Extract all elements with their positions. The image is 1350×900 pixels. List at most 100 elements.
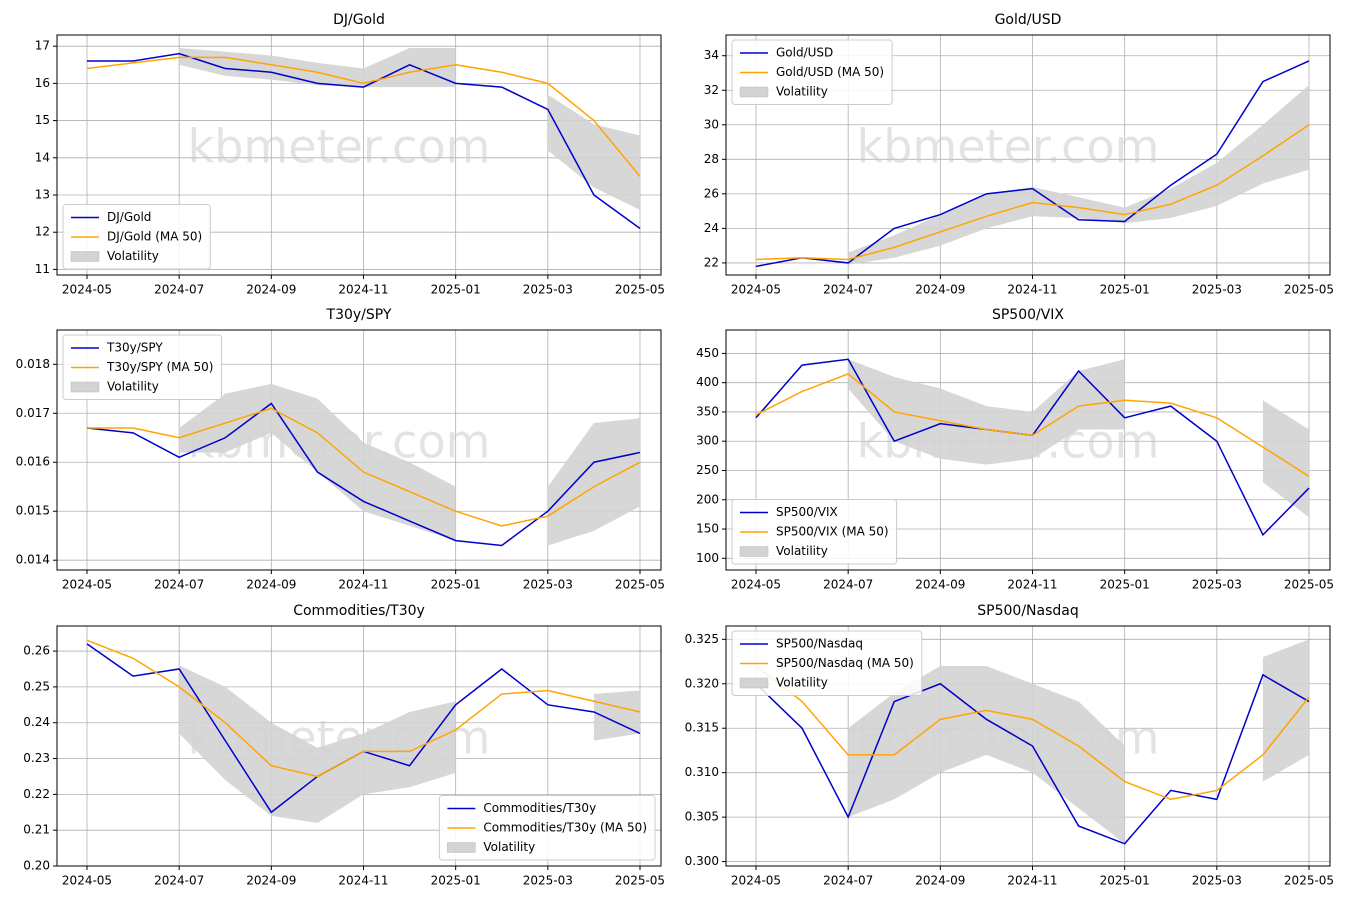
x-tick-label: 2024-09 (915, 578, 965, 592)
x-tick-label: 2024-05 (62, 283, 112, 297)
x-tick-label: 2024-07 (154, 283, 204, 297)
legend: Commodities/T30y Commodities/T30y (MA 50)… (438, 795, 656, 861)
legend-label: SP500/Nasdaq (776, 637, 863, 651)
x-tick-label: 2025-05 (615, 874, 665, 888)
y-tick-label: 0.305 (685, 810, 719, 824)
legend-box (438, 795, 656, 861)
x-tick-label: 2024-05 (731, 874, 781, 888)
volatility-band (547, 94, 640, 210)
chart-title: T30y/SPY (326, 307, 392, 323)
y-tick-label: 400 (696, 375, 719, 389)
legend-swatch (739, 86, 769, 98)
subplot: DJ/Gold 11 12 13 14 15 16 17 2024-05 2024-07 2024-… (35, 12, 665, 297)
y-tick-label: 0.014 (16, 553, 50, 567)
y-tick-label: 0.320 (685, 676, 719, 690)
series-line (755, 124, 1310, 261)
plot-frame (56, 329, 662, 571)
y-tick-label: 0.015 (16, 504, 50, 518)
legend-swatch (447, 842, 476, 853)
legend-swatch (739, 546, 769, 557)
x-tick-label: 2024-11 (1007, 578, 1057, 592)
legend-label: Gold/USD (MA 50) (776, 65, 884, 79)
x-tick-label: 2024-09 (915, 283, 965, 297)
x-tick-label: 2024-07 (154, 578, 204, 592)
x-tick-label: 2024-09 (915, 874, 965, 888)
legend-label: Volatility (776, 676, 828, 690)
y-tick-label: 450 (696, 346, 719, 360)
y-tick-label: 34 (704, 48, 719, 62)
x-tick-label: 2024-07 (823, 283, 873, 297)
y-tick-label: 0.310 (685, 765, 719, 779)
x-tick-label: 2024-05 (62, 578, 112, 592)
x-tick-label: 2024-11 (338, 283, 388, 297)
y-tick-label: 22 (704, 255, 719, 269)
y-tick-label: 0.018 (16, 357, 50, 371)
x-tick-label: 2025-01 (431, 874, 481, 888)
y-tick-label: 0.325 (685, 632, 719, 646)
volatility-band (1262, 400, 1309, 518)
legend-label: T30y/SPY (106, 341, 163, 355)
plot-frame (725, 625, 1331, 867)
x-tick-label: 2024-09 (246, 874, 296, 888)
y-tick-label: 0.24 (23, 715, 50, 729)
x-tick-label: 2025-03 (1192, 283, 1242, 297)
legend-label: T30y/SPY (MA 50) (106, 360, 214, 374)
y-tick-label: 300 (696, 434, 719, 448)
x-tick-label: 2024-11 (1007, 874, 1057, 888)
series-line (87, 407, 641, 527)
legend: DJ/Gold DJ/Gold (MA 50) Volatility (62, 204, 211, 270)
y-tick-label: 0.20 (23, 859, 50, 873)
chart-title: SP500/Nasdaq (977, 603, 1078, 619)
x-tick-label: 2025-03 (523, 578, 573, 592)
plot-frame (725, 329, 1331, 571)
x-tick-label: 2025-01 (1100, 283, 1150, 297)
plot-frame (56, 625, 662, 867)
y-tick-label: 0.21 (23, 823, 50, 837)
legend-swatch (70, 381, 100, 393)
y-tick-label: 15 (35, 113, 50, 127)
x-tick-label: 2025-05 (1284, 874, 1334, 888)
y-tick-label: 0.300 (685, 854, 719, 868)
y-tick-label: 0.315 (685, 721, 719, 735)
subplot: SP500/VIX 100 150 200 250 300 350 400 450 2024-05… (696, 307, 1334, 592)
y-tick-label: 0.26 (23, 644, 50, 658)
series-line (755, 665, 1310, 801)
x-tick-label: 2024-09 (246, 578, 296, 592)
series-line (86, 639, 641, 778)
y-tick-label: 17 (35, 39, 50, 53)
x-tick-label: 2024-05 (731, 578, 781, 592)
x-tick-label: 2025-01 (431, 283, 481, 297)
volatility-band (848, 359, 1125, 465)
y-tick-label: 0.22 (23, 787, 50, 801)
x-tick-label: 2024-09 (246, 283, 296, 297)
x-tick-label: 2024-07 (823, 874, 873, 888)
legend-box (62, 334, 222, 400)
subplot: T30y/SPY 0.014 0.015 0.016 0.017 0.018 2024-05… (16, 307, 665, 592)
y-tick-label: 0.25 (23, 679, 50, 693)
x-tick-label: 2025-05 (1284, 578, 1334, 592)
x-tick-label: 2024-05 (62, 874, 112, 888)
legend-label: Volatility (776, 544, 828, 558)
chart-title: Gold/USD (995, 12, 1062, 28)
series-line (755, 673, 1310, 845)
volatility-band (547, 418, 640, 546)
x-tick-label: 2024-07 (154, 874, 204, 888)
x-tick-label: 2024-07 (823, 578, 873, 592)
legend-label: SP500/Nasdaq (MA 50) (776, 656, 914, 670)
legend-label: Volatility (483, 840, 535, 854)
y-tick-label: 14 (35, 150, 50, 164)
y-tick-label: 0.016 (16, 455, 50, 469)
y-tick-label: 28 (704, 152, 719, 166)
legend-label: SP500/VIX (MA 50) (776, 525, 889, 539)
x-tick-label: 2025-03 (523, 874, 573, 888)
plot-frame (725, 34, 1331, 276)
volatility-band (179, 383, 456, 541)
series-line (755, 60, 1310, 268)
y-tick-label: 0.017 (16, 406, 50, 420)
y-tick-label: 0.23 (23, 751, 50, 765)
legend-label: Volatility (107, 249, 159, 263)
volatility-band (848, 666, 1125, 844)
legend: T30y/SPY T30y/SPY (MA 50) Volatility (62, 334, 222, 400)
y-tick-label: 250 (696, 463, 719, 477)
